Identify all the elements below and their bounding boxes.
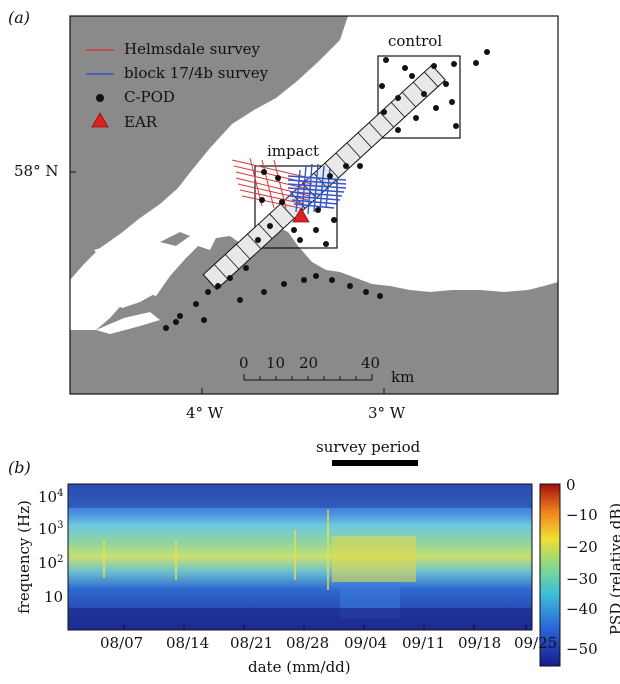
legend-ear-label: EAR [124,113,158,131]
scale-tick-10: 10 [266,354,286,372]
control-label: control [388,32,443,50]
legend-block-label: block 17/4b survey [124,64,269,82]
x-axis-label: date (mm/dd) [248,658,351,676]
land-north [70,16,348,280]
cbar-tick-40: −40 [566,600,598,618]
impact-label: impact [267,142,319,160]
colorbar-label: PSD (relative dB) [607,502,620,636]
land-south [70,226,558,394]
panel-b-label: (b) [8,458,31,477]
scale-tick-0: 0 [239,354,249,372]
lon-label-3w: 3° W [368,404,406,422]
xtick-0925: 09/25 [514,634,558,652]
ytick-1e2: 102 [38,554,64,572]
cbar-tick-30: −30 [566,570,598,588]
ytick-10: 10 [44,588,64,606]
cbar-tick-50: −50 [566,640,598,658]
ytick-1e4: 104 [38,488,64,506]
panel-a-label: (a) [8,8,31,27]
cbar-tick-20: −20 [566,538,598,556]
cbar-tick-10: −10 [566,506,598,524]
colorbar [539,483,561,667]
xtick-0918: 09/18 [458,634,502,652]
xtick-0911: 09/11 [402,634,446,652]
survey-period-label: survey period [316,438,421,456]
xtick-0821: 08/21 [230,634,274,652]
map-figure [69,15,559,395]
cpod-dots [163,49,490,331]
cbar-tick-0: 0 [566,476,576,494]
xtick-0904: 09/04 [344,634,388,652]
scale-tick-40: 40 [361,354,381,372]
legend-helmsdale-label: Helmsdale survey [124,40,261,58]
scale-unit: km [391,368,415,386]
legend-dot-cpod [96,94,104,102]
xtick-0814: 08/14 [166,634,210,652]
ytick-1e3: 103 [38,520,64,538]
impact-box [254,165,338,249]
ear-marker [292,207,310,223]
scale-tick-20: 20 [299,354,319,372]
y-axis-label: frequency (Hz) [15,500,33,614]
lat-label: 58° N [14,162,59,180]
xtick-0828: 08/28 [286,634,330,652]
scale-bar [243,374,373,381]
xtick-0807: 08/07 [100,634,144,652]
spectrogram [67,483,561,667]
legend-cpod-label: C-POD [124,88,175,106]
lon-label-4w: 4° W [186,404,224,422]
control-box [377,55,461,139]
legend-triangle-ear [91,112,109,128]
helmsdale-survey-lines [231,157,313,209]
survey-period-bar [332,460,418,466]
